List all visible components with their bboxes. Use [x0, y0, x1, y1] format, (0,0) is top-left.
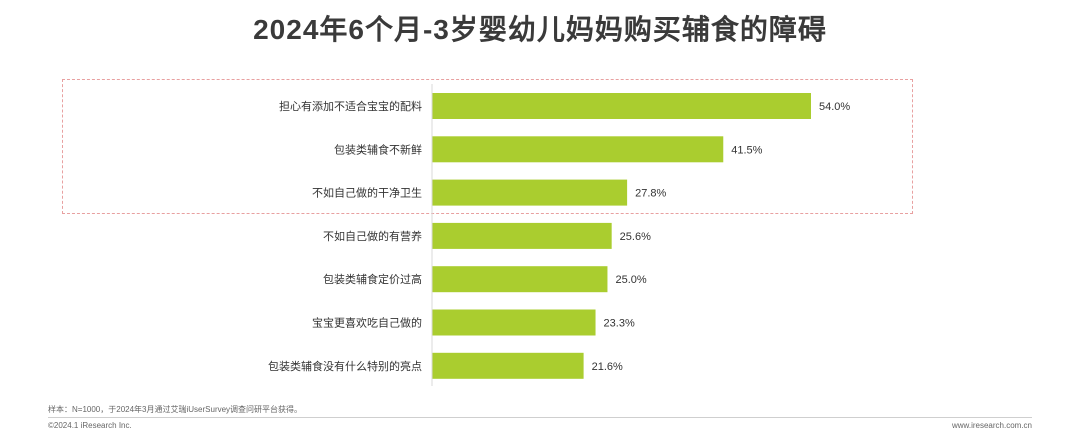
category-label: 宝宝更喜欢吃自己做的: [312, 316, 422, 330]
category-label: 包装类辅食没有什么特别的亮点: [268, 359, 422, 373]
category-label: 担心有添加不适合宝宝的配料: [279, 99, 422, 113]
chart-title: 2024年6个月-3岁婴幼儿妈妈购买辅食的障碍: [253, 14, 827, 45]
footer-divider: [48, 417, 1032, 418]
value-label: 41.5%: [731, 144, 762, 156]
category-label: 不如自己做的有营养: [323, 229, 422, 243]
website-text: www.iresearch.com.cn: [951, 421, 1032, 430]
bar: [432, 179, 628, 206]
copyright-text: ©2024.1 iResearch Inc.: [48, 421, 132, 430]
bar: [432, 222, 612, 249]
category-label: 包装类辅食定价过高: [323, 272, 422, 286]
value-label: 21.6%: [592, 361, 623, 373]
bar: [432, 136, 724, 163]
category-label: 不如自己做的干净卫生: [312, 186, 422, 200]
category-label: 包装类辅食不新鲜: [334, 142, 422, 156]
value-label: 25.6%: [620, 231, 651, 243]
highlight-box: [62, 79, 913, 214]
bar: [432, 93, 811, 119]
bar: [432, 266, 608, 293]
value-label: 25.0%: [615, 274, 646, 286]
value-label: 27.8%: [635, 188, 666, 200]
bar-chart: 担心有添加不适合宝宝的配料 54.0% 包装类辅食不新鲜 41.5% 不如自己做的干净卫…: [268, 84, 850, 386]
sample-note: 样本：N=1000，于2024年3月通过艾瑞iUserSurvey调查问研平台获…: [48, 405, 303, 414]
value-label: 54.0%: [819, 101, 850, 113]
bar: [432, 309, 596, 336]
value-label: 23.3%: [604, 318, 635, 330]
bar: [432, 352, 584, 379]
